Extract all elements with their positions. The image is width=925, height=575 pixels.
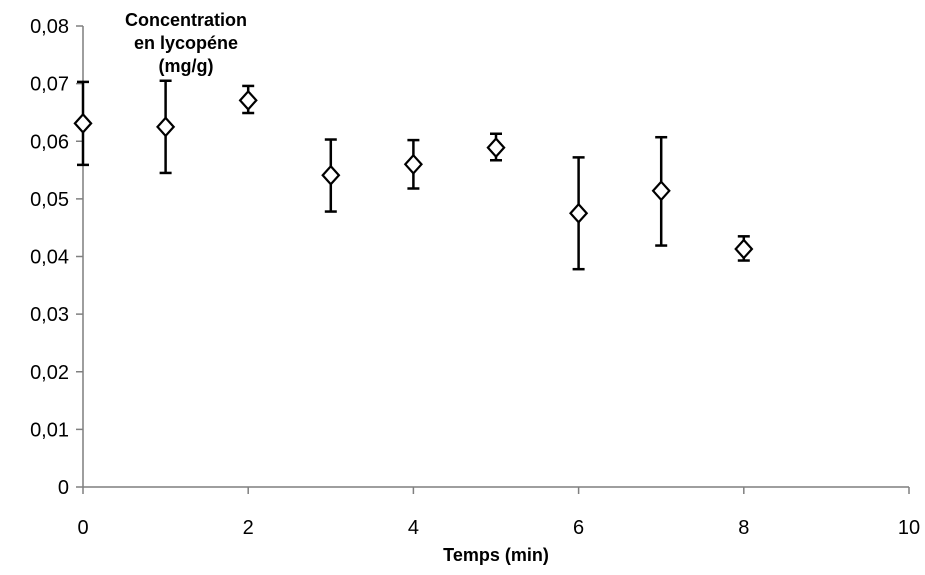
- x-tick-label: 4: [408, 517, 419, 539]
- data-point-marker: [651, 180, 671, 202]
- axis-ticks: 0 0,01 0,02 0,03 0,04 0,05 0,06 0,07 0,08 0 2 4 6 8 10: [30, 16, 920, 539]
- y-tick-label: 0,02: [30, 362, 69, 384]
- y-tick-label: 0,03: [30, 304, 69, 326]
- data-point-marker: [238, 89, 258, 111]
- data-point-marker: [403, 153, 423, 175]
- y-axis-title-line: (mg/g): [159, 56, 214, 76]
- x-tick-label: 2: [243, 517, 254, 539]
- data-point-marker: [486, 136, 506, 159]
- x-tick-label: 8: [738, 517, 749, 539]
- axis-titles: Concentration en lycopéne (mg/g) Temps (mi…: [125, 10, 549, 565]
- x-tick-label: 10: [898, 517, 920, 539]
- axes: [82, 26, 909, 488]
- data-point-marker: [734, 238, 754, 260]
- data-point-marker: [156, 116, 176, 138]
- data-point-marker: [569, 202, 589, 224]
- y-tick-label: 0,07: [30, 74, 69, 96]
- y-tick-label: 0,04: [30, 247, 69, 269]
- y-tick-label: 0,05: [30, 189, 69, 211]
- y-axis-title-line: Concentration: [125, 10, 247, 30]
- data-point-marker: [73, 112, 93, 135]
- x-tick-label: 6: [573, 517, 584, 539]
- data-points: [73, 89, 754, 260]
- y-tick-label: 0,01: [30, 419, 69, 441]
- y-tick-label: 0,08: [30, 16, 69, 38]
- y-axis-title-line: en lycopéne: [134, 33, 238, 53]
- y-axis-title: Concentration en lycopéne (mg/g): [125, 10, 247, 76]
- error-bars: [77, 79, 750, 271]
- y-tick-label: 0: [58, 477, 69, 499]
- x-axis-title: Temps (min): [443, 545, 549, 565]
- y-tick-label: 0,06: [30, 131, 69, 153]
- data-point-marker: [321, 164, 341, 186]
- x-tick-label: 0: [77, 517, 88, 539]
